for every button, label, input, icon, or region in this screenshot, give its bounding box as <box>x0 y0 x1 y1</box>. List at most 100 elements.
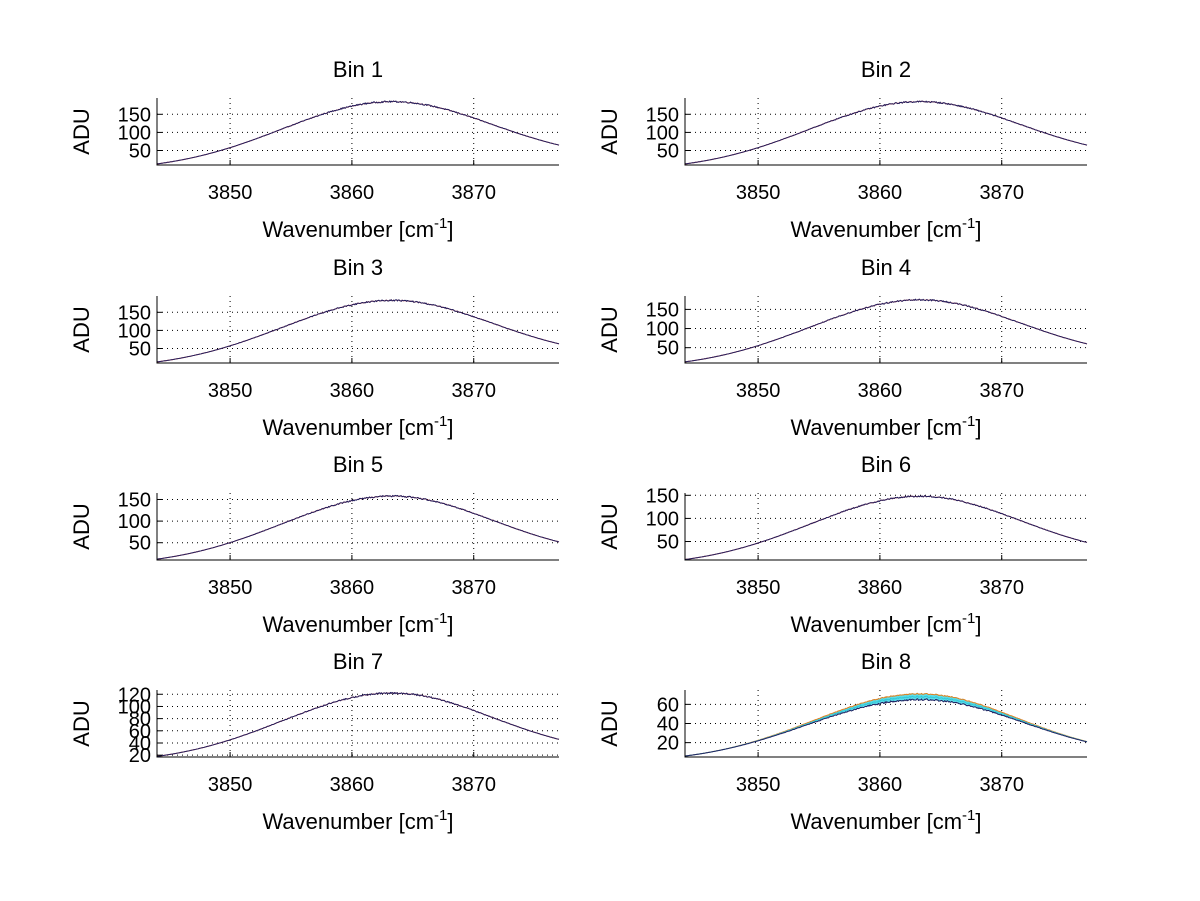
plot-title: Bin 1 <box>333 57 383 82</box>
y-tick-label: 100 <box>118 511 151 533</box>
axis-frame <box>684 493 1087 561</box>
plot-title: Bin 6 <box>861 452 911 477</box>
y-tick-label: 50 <box>657 338 679 360</box>
series-line-blue <box>684 100 1088 165</box>
x-axis-title: Wavenumber [cm-1] <box>262 610 453 637</box>
x-tick-label: 3850 <box>736 182 781 204</box>
x-tick-label: 3870 <box>979 577 1024 599</box>
x-tick-label: 3860 <box>858 577 903 599</box>
y-tick-label: 100 <box>646 122 679 144</box>
series-line-blue <box>156 100 560 165</box>
x-tick-label: 3870 <box>979 774 1024 796</box>
axis-frame <box>156 493 559 561</box>
axis-frame <box>156 98 559 166</box>
x-tick-label: 3870 <box>451 182 496 204</box>
y-tick-label: 50 <box>657 141 679 163</box>
series-line-red <box>684 298 1088 363</box>
x-axis-title: Wavenumber [cm-1] <box>790 807 981 834</box>
y-tick-label: 20 <box>129 745 151 767</box>
x-axis-title: Wavenumber [cm-1] <box>790 610 981 637</box>
y-tick-label: 50 <box>657 532 679 554</box>
x-tick-label: 3860 <box>858 774 903 796</box>
axis-frame <box>156 690 559 758</box>
series-line-blue <box>156 691 560 757</box>
y-tick-label: 100 <box>646 508 679 530</box>
y-tick-label: 20 <box>657 733 679 755</box>
plot-title: Bin 2 <box>861 57 911 82</box>
y-tick-label: 50 <box>129 141 151 163</box>
y-tick-label: 50 <box>129 533 151 555</box>
x-axis-title: Wavenumber [cm-1] <box>790 413 981 440</box>
y-axis-title: ADU <box>69 108 94 154</box>
y-axis-title: ADU <box>597 503 622 549</box>
y-axis-title: ADU <box>597 306 622 352</box>
y-axis-title: ADU <box>69 503 94 549</box>
x-tick-label: 3850 <box>208 577 253 599</box>
x-tick-label: 3870 <box>979 380 1024 402</box>
series-line-cyan <box>684 695 1088 757</box>
x-tick-label: 3870 <box>451 774 496 796</box>
y-tick-label: 60 <box>657 694 679 716</box>
plot-title: Bin 5 <box>333 452 383 477</box>
y-tick-label: 100 <box>118 320 151 342</box>
y-tick-label: 150 <box>646 299 679 321</box>
y-tick-label: 150 <box>646 485 679 507</box>
y-tick-label: 150 <box>118 302 151 324</box>
y-tick-label: 80 <box>129 709 151 731</box>
y-tick-label: 150 <box>118 489 151 511</box>
x-axis-title: Wavenumber [cm-1] <box>262 807 453 834</box>
x-axis-title: Wavenumber [cm-1] <box>262 215 453 242</box>
y-tick-label: 40 <box>129 733 151 755</box>
axis-frame <box>684 98 1087 166</box>
y-axis-title: ADU <box>597 700 622 746</box>
plot-title: Bin 3 <box>333 255 383 280</box>
x-tick-label: 3860 <box>858 380 903 402</box>
y-tick-label: 100 <box>118 696 151 718</box>
x-tick-label: 3850 <box>208 774 253 796</box>
axis-frame <box>684 296 1087 364</box>
x-tick-label: 3860 <box>330 182 375 204</box>
x-tick-label: 3850 <box>208 182 253 204</box>
series-line-blue <box>684 698 1088 757</box>
y-tick-label: 150 <box>118 104 151 126</box>
series-line-red <box>684 495 1088 560</box>
plot-title: Bin 4 <box>861 255 911 280</box>
series-line-red <box>156 692 560 757</box>
y-axis-title: ADU <box>597 108 622 154</box>
y-tick-label: 100 <box>118 122 151 144</box>
y-axis-title: ADU <box>69 306 94 352</box>
x-tick-label: 3850 <box>736 577 781 599</box>
x-tick-label: 3860 <box>330 577 375 599</box>
plot-title: Bin 7 <box>333 649 383 674</box>
series-line-red <box>156 495 560 560</box>
x-tick-label: 3860 <box>858 182 903 204</box>
x-tick-label: 3860 <box>330 774 375 796</box>
x-tick-label: 3850 <box>736 774 781 796</box>
y-tick-label: 40 <box>657 714 679 736</box>
x-axis-title: Wavenumber [cm-1] <box>790 215 981 242</box>
y-tick-label: 100 <box>646 319 679 341</box>
series-line-blue <box>684 298 1088 363</box>
x-tick-label: 3860 <box>330 380 375 402</box>
axis-frame <box>684 690 1087 758</box>
y-tick-label: 150 <box>646 104 679 126</box>
x-tick-label: 3850 <box>208 380 253 402</box>
x-tick-label: 3850 <box>736 380 781 402</box>
x-tick-label: 3870 <box>451 577 496 599</box>
y-axis-title: ADU <box>69 700 94 746</box>
y-tick-label: 50 <box>129 339 151 361</box>
series-line-blue <box>684 495 1088 560</box>
axis-frame <box>156 296 559 364</box>
plot-title: Bin 8 <box>861 649 911 674</box>
x-axis-title: Wavenumber [cm-1] <box>262 413 453 440</box>
y-tick-label: 120 <box>118 684 151 706</box>
